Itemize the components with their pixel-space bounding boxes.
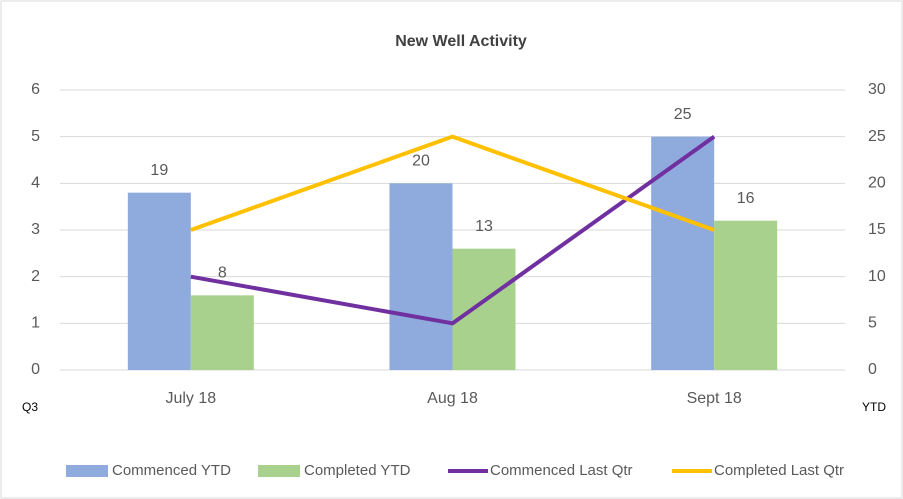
chart-title: New Well Activity — [395, 33, 527, 50]
y2-axis-label: YTD — [862, 400, 886, 414]
y-tick-label: 6 — [31, 81, 40, 98]
legend-label: Completed YTD — [304, 462, 411, 479]
x-tick-label: Sept 18 — [687, 390, 742, 407]
data-label: 19 — [150, 162, 168, 179]
bar — [127, 192, 191, 370]
y-tick-label: 3 — [31, 221, 40, 238]
y2-tick-label: 0 — [868, 361, 877, 378]
legend-label: Completed Last Qtr — [714, 462, 844, 479]
x-tick-label: July 18 — [165, 390, 216, 407]
legend-swatch — [66, 465, 108, 477]
bar — [389, 183, 453, 370]
data-label: 25 — [674, 106, 692, 123]
legend-swatch — [258, 465, 300, 477]
y2-tick-label: 25 — [868, 128, 886, 145]
y2-tick-label: 20 — [868, 175, 886, 192]
data-label: 8 — [218, 265, 227, 282]
bar — [190, 295, 254, 370]
y-tick-label: 4 — [31, 175, 40, 192]
y-tick-label: 0 — [31, 361, 40, 378]
y2-tick-label: 15 — [868, 221, 886, 238]
bar — [714, 220, 778, 370]
y2-tick-label: 5 — [868, 315, 877, 332]
y-tick-label: 5 — [31, 128, 40, 145]
legend-label: Commenced Last Qtr — [490, 462, 633, 479]
legend-label: Commenced YTD — [112, 462, 231, 479]
bar — [651, 136, 715, 370]
data-label: 13 — [475, 218, 493, 235]
y-tick-label: 1 — [31, 315, 40, 332]
y2-tick-label: 30 — [868, 81, 886, 98]
y-tick-label: 2 — [31, 268, 40, 285]
y-axis-label: Q3 — [22, 400, 38, 414]
data-label: 20 — [412, 153, 430, 170]
data-label: 16 — [737, 190, 755, 207]
bar — [452, 248, 516, 370]
y2-tick-label: 10 — [868, 268, 886, 285]
x-tick-label: Aug 18 — [427, 390, 478, 407]
line-series — [190, 134, 715, 232]
